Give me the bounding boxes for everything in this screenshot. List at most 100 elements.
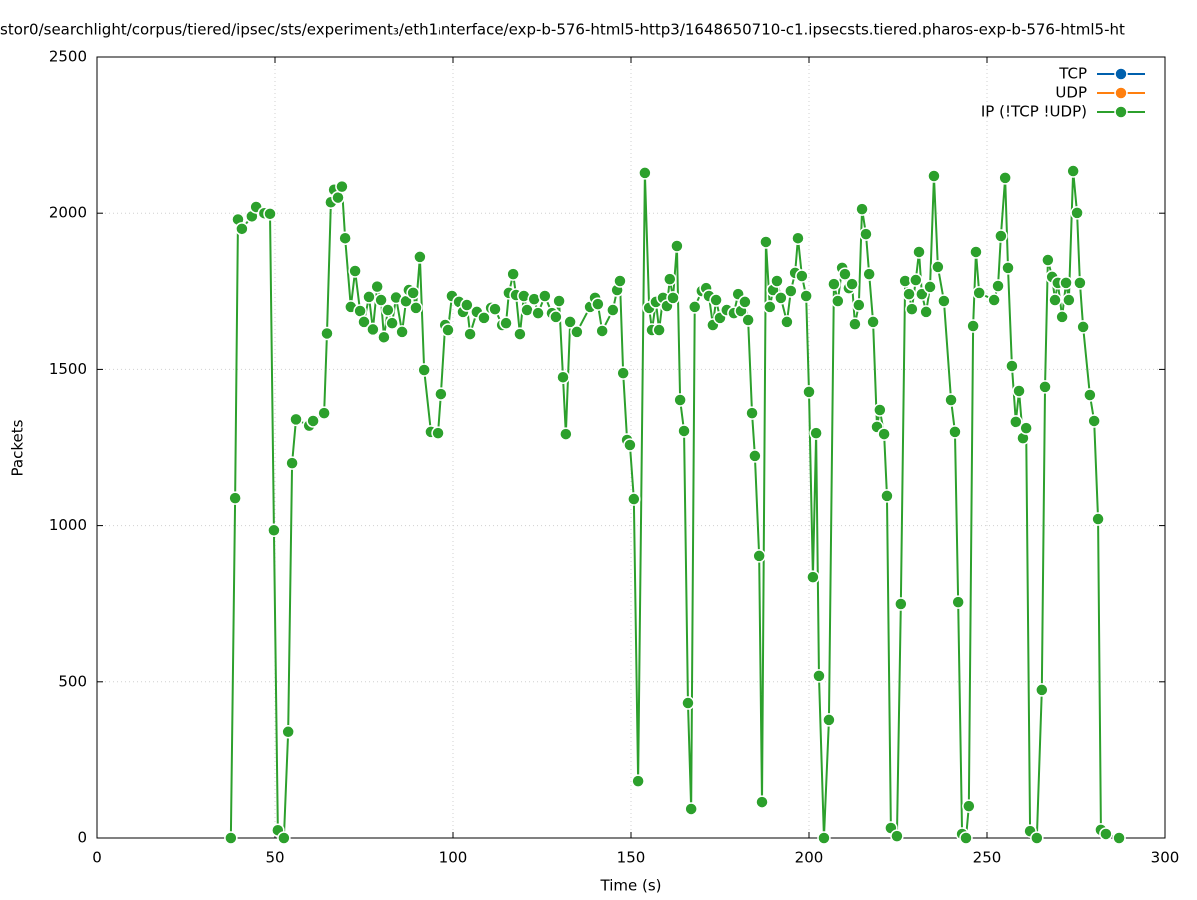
series-line bbox=[229, 170, 1120, 841]
data-point bbox=[827, 277, 841, 291]
y-axis-label: Packets bbox=[9, 419, 27, 476]
data-point bbox=[1001, 261, 1015, 275]
data-point bbox=[1055, 310, 1069, 324]
data-point bbox=[441, 323, 455, 337]
data-point bbox=[877, 427, 891, 441]
data-point bbox=[859, 227, 873, 241]
data-point bbox=[1019, 421, 1033, 435]
y-tick-label: 2500 bbox=[49, 48, 87, 66]
data-point bbox=[556, 370, 570, 384]
x-tick-label: 100 bbox=[439, 849, 468, 867]
data-point bbox=[919, 305, 933, 319]
data-point bbox=[770, 274, 784, 288]
data-point bbox=[434, 387, 448, 401]
data-point bbox=[962, 799, 976, 813]
x-tick-label: 150 bbox=[617, 849, 646, 867]
data-point bbox=[745, 406, 759, 420]
data-point bbox=[862, 267, 876, 281]
data-point bbox=[317, 406, 331, 420]
data-point bbox=[944, 393, 958, 407]
data-point bbox=[752, 549, 766, 563]
data-point bbox=[1087, 414, 1101, 428]
x-tick-label: 250 bbox=[973, 849, 1002, 867]
data-point bbox=[552, 294, 566, 308]
data-point bbox=[289, 412, 303, 427]
data-point bbox=[563, 315, 577, 329]
data-point bbox=[520, 303, 534, 317]
data-point bbox=[506, 267, 520, 281]
data-point bbox=[948, 425, 962, 439]
data-point bbox=[1048, 293, 1062, 307]
data-point bbox=[1038, 380, 1052, 394]
data-point bbox=[684, 802, 698, 816]
data-point bbox=[1005, 359, 1019, 373]
data-point bbox=[499, 316, 513, 330]
data-point bbox=[395, 325, 409, 339]
data-point bbox=[1009, 415, 1023, 429]
data-point bbox=[890, 829, 904, 843]
data-point bbox=[806, 570, 820, 584]
data-point bbox=[670, 239, 684, 253]
data-point bbox=[1112, 831, 1126, 845]
data-point bbox=[873, 403, 887, 417]
data-point bbox=[549, 310, 563, 324]
y-tick-label: 1500 bbox=[49, 360, 87, 378]
data-point bbox=[381, 303, 395, 317]
data-point bbox=[902, 287, 916, 301]
data-point bbox=[923, 280, 937, 294]
data-point bbox=[951, 595, 965, 609]
data-point bbox=[912, 245, 926, 259]
data-point bbox=[613, 274, 627, 288]
y-tick-label: 2000 bbox=[49, 204, 87, 222]
data-point bbox=[335, 179, 349, 194]
data-point bbox=[677, 424, 691, 438]
x-tick-label: 200 bbox=[795, 849, 824, 867]
data-point bbox=[905, 302, 919, 316]
data-point bbox=[228, 491, 242, 505]
data-point bbox=[1041, 253, 1055, 267]
data-point bbox=[1066, 164, 1080, 178]
data-point bbox=[631, 774, 645, 788]
data-point bbox=[306, 414, 320, 428]
data-point bbox=[652, 323, 666, 337]
data-point bbox=[1059, 276, 1073, 290]
data-point bbox=[285, 456, 299, 470]
data-point bbox=[780, 315, 794, 329]
data-point bbox=[385, 316, 399, 330]
data-point bbox=[1030, 831, 1044, 845]
data-point bbox=[348, 264, 362, 278]
data-point bbox=[627, 492, 641, 506]
legend-marker bbox=[1114, 67, 1128, 81]
data-point bbox=[320, 326, 334, 341]
data-point bbox=[991, 279, 1005, 293]
data-point bbox=[559, 427, 573, 441]
data-point bbox=[224, 831, 238, 845]
data-point bbox=[927, 169, 941, 183]
data-point bbox=[570, 325, 584, 339]
plot-frame bbox=[96, 56, 1166, 839]
data-point bbox=[866, 315, 880, 329]
data-point bbox=[673, 393, 687, 407]
data-point bbox=[848, 317, 862, 331]
data-point bbox=[681, 696, 695, 710]
x-tick-label: 300 bbox=[1151, 849, 1180, 867]
data-point bbox=[1062, 293, 1076, 307]
data-point bbox=[406, 286, 420, 300]
data-point bbox=[235, 222, 249, 236]
data-point bbox=[795, 269, 809, 283]
data-point bbox=[994, 229, 1008, 243]
data-point bbox=[513, 327, 527, 341]
data-point bbox=[591, 297, 605, 311]
data-point bbox=[357, 315, 371, 329]
data-point bbox=[1091, 512, 1105, 526]
data-point bbox=[362, 290, 376, 304]
data-point bbox=[417, 363, 431, 377]
y-tick-label: 1000 bbox=[49, 516, 87, 534]
data-point bbox=[937, 294, 951, 308]
data-point bbox=[366, 322, 380, 337]
data-point bbox=[1012, 384, 1026, 398]
data-point bbox=[1070, 206, 1084, 220]
data-point bbox=[738, 295, 752, 309]
data-point bbox=[998, 171, 1012, 185]
